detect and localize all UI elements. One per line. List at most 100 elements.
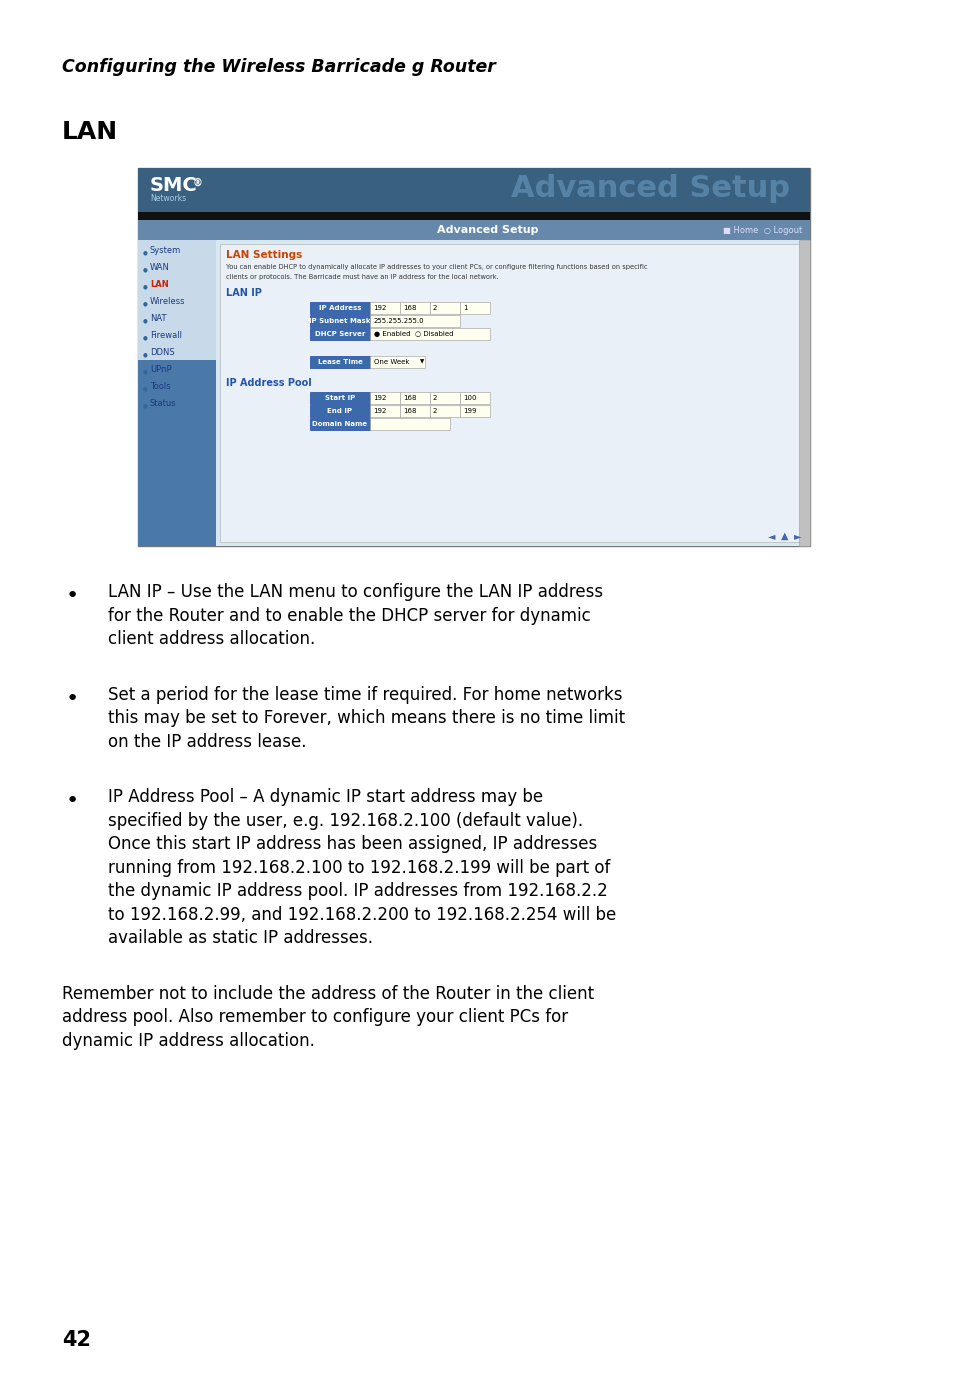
Bar bbox=[138, 359, 215, 545]
Text: ●: ● bbox=[143, 336, 148, 340]
Text: ®: ® bbox=[193, 178, 203, 187]
Text: ●: ● bbox=[143, 318, 148, 323]
Text: One Week: One Week bbox=[374, 359, 409, 365]
Text: ▲: ▲ bbox=[781, 532, 788, 541]
Bar bbox=[430, 391, 459, 404]
Text: 100: 100 bbox=[462, 396, 476, 401]
Bar bbox=[310, 355, 370, 368]
Bar bbox=[138, 221, 809, 240]
Bar bbox=[430, 405, 459, 416]
Text: 255.255.255.0: 255.255.255.0 bbox=[374, 318, 424, 323]
Text: Set a period for the lease time if required. For home networks: Set a period for the lease time if requi… bbox=[108, 686, 622, 704]
Bar bbox=[310, 418, 370, 430]
Text: •: • bbox=[66, 586, 78, 607]
Bar bbox=[220, 244, 805, 541]
Text: ●: ● bbox=[143, 404, 148, 408]
Text: address pool. Also remember to configure your client PCs for: address pool. Also remember to configure… bbox=[62, 1008, 568, 1026]
Text: ● Enabled  ○ Disabled: ● Enabled ○ Disabled bbox=[374, 330, 453, 337]
Text: 168: 168 bbox=[402, 305, 416, 311]
Text: ■ Home  ○ Logout: ■ Home ○ Logout bbox=[722, 225, 801, 235]
Bar bbox=[459, 303, 490, 314]
Text: 2: 2 bbox=[433, 396, 436, 401]
Text: running from 192.168.2.100 to 192.168.2.199 will be part of: running from 192.168.2.100 to 192.168.2.… bbox=[108, 859, 610, 876]
Text: on the IP address lease.: on the IP address lease. bbox=[108, 733, 306, 751]
Bar bbox=[138, 168, 809, 545]
Text: 192: 192 bbox=[373, 396, 386, 401]
Text: DDNS: DDNS bbox=[150, 348, 174, 357]
Text: IP Subnet Mask: IP Subnet Mask bbox=[309, 318, 371, 323]
Text: this may be set to Forever, which means there is no time limit: this may be set to Forever, which means … bbox=[108, 709, 624, 727]
Text: ●: ● bbox=[143, 386, 148, 391]
Text: 2: 2 bbox=[433, 408, 436, 414]
Text: ◄: ◄ bbox=[767, 532, 775, 541]
Text: Status: Status bbox=[150, 398, 176, 408]
Text: DHCP Server: DHCP Server bbox=[314, 330, 365, 337]
Bar bbox=[459, 391, 490, 404]
Bar bbox=[459, 405, 490, 416]
Bar bbox=[138, 168, 809, 212]
Text: client address allocation.: client address allocation. bbox=[108, 630, 314, 648]
Text: 168: 168 bbox=[402, 408, 416, 414]
Text: clients or protocols. The Barricade must have an IP address for the local networ: clients or protocols. The Barricade must… bbox=[226, 273, 498, 280]
Bar bbox=[310, 405, 370, 416]
Text: 42: 42 bbox=[62, 1330, 91, 1351]
Bar bbox=[370, 303, 399, 314]
Text: LAN Settings: LAN Settings bbox=[226, 250, 302, 260]
Text: 192: 192 bbox=[373, 305, 386, 311]
Text: IP Address Pool – A dynamic IP start address may be: IP Address Pool – A dynamic IP start add… bbox=[108, 788, 542, 806]
Text: 168: 168 bbox=[402, 396, 416, 401]
Bar bbox=[399, 391, 430, 404]
Bar bbox=[138, 240, 215, 545]
Text: End IP: End IP bbox=[327, 408, 352, 414]
Text: IP Address: IP Address bbox=[318, 305, 361, 311]
Text: ●: ● bbox=[143, 250, 148, 255]
Bar bbox=[430, 303, 459, 314]
Bar bbox=[370, 355, 424, 368]
Bar bbox=[370, 418, 450, 430]
Text: Lease Time: Lease Time bbox=[317, 359, 362, 365]
Text: the dynamic IP address pool. IP addresses from 192.168.2.2: the dynamic IP address pool. IP addresse… bbox=[108, 881, 607, 899]
Text: Once this start IP address has been assigned, IP addresses: Once this start IP address has been assi… bbox=[108, 836, 597, 854]
Text: Advanced Setup: Advanced Setup bbox=[436, 225, 537, 235]
Text: NAT: NAT bbox=[150, 314, 167, 323]
Text: ●: ● bbox=[143, 369, 148, 375]
Text: Advanced Setup: Advanced Setup bbox=[511, 174, 789, 203]
Text: WAN: WAN bbox=[150, 262, 170, 272]
Text: to 192.168.2.99, and 192.168.2.200 to 192.168.2.254 will be: to 192.168.2.99, and 192.168.2.200 to 19… bbox=[108, 905, 616, 923]
Text: ●: ● bbox=[143, 301, 148, 307]
Text: •: • bbox=[66, 688, 78, 708]
Text: IP Address Pool: IP Address Pool bbox=[226, 378, 312, 389]
Bar bbox=[399, 303, 430, 314]
Bar bbox=[370, 315, 459, 328]
Text: ●: ● bbox=[143, 285, 148, 290]
Text: 199: 199 bbox=[462, 408, 476, 414]
Text: Firewall: Firewall bbox=[150, 330, 182, 340]
Text: available as static IP addresses.: available as static IP addresses. bbox=[108, 929, 373, 947]
Text: for the Router and to enable the DHCP server for dynamic: for the Router and to enable the DHCP se… bbox=[108, 607, 590, 625]
Bar bbox=[370, 405, 399, 416]
Bar bbox=[215, 240, 809, 545]
Text: ●: ● bbox=[143, 353, 148, 358]
Text: dynamic IP address allocation.: dynamic IP address allocation. bbox=[62, 1031, 314, 1049]
Text: Tools: Tools bbox=[150, 382, 171, 391]
Text: SMC: SMC bbox=[150, 176, 197, 194]
Text: 1: 1 bbox=[462, 305, 467, 311]
Text: specified by the user, e.g. 192.168.2.100 (default value).: specified by the user, e.g. 192.168.2.10… bbox=[108, 812, 582, 830]
Text: LAN: LAN bbox=[150, 280, 169, 289]
Text: Wireless: Wireless bbox=[150, 297, 185, 305]
Text: UPnP: UPnP bbox=[150, 365, 172, 373]
Text: 2: 2 bbox=[433, 305, 436, 311]
Text: Start IP: Start IP bbox=[325, 396, 355, 401]
Text: System: System bbox=[150, 246, 181, 255]
Text: •: • bbox=[66, 791, 78, 811]
Text: LAN IP: LAN IP bbox=[226, 287, 262, 298]
Text: ▼: ▼ bbox=[419, 359, 424, 365]
Text: ►: ► bbox=[794, 532, 801, 541]
Text: Networks: Networks bbox=[150, 194, 186, 203]
Bar bbox=[310, 315, 370, 328]
Bar bbox=[399, 405, 430, 416]
Bar bbox=[310, 303, 370, 314]
Bar bbox=[370, 391, 399, 404]
Text: LAN: LAN bbox=[62, 119, 118, 144]
Bar bbox=[370, 328, 490, 340]
